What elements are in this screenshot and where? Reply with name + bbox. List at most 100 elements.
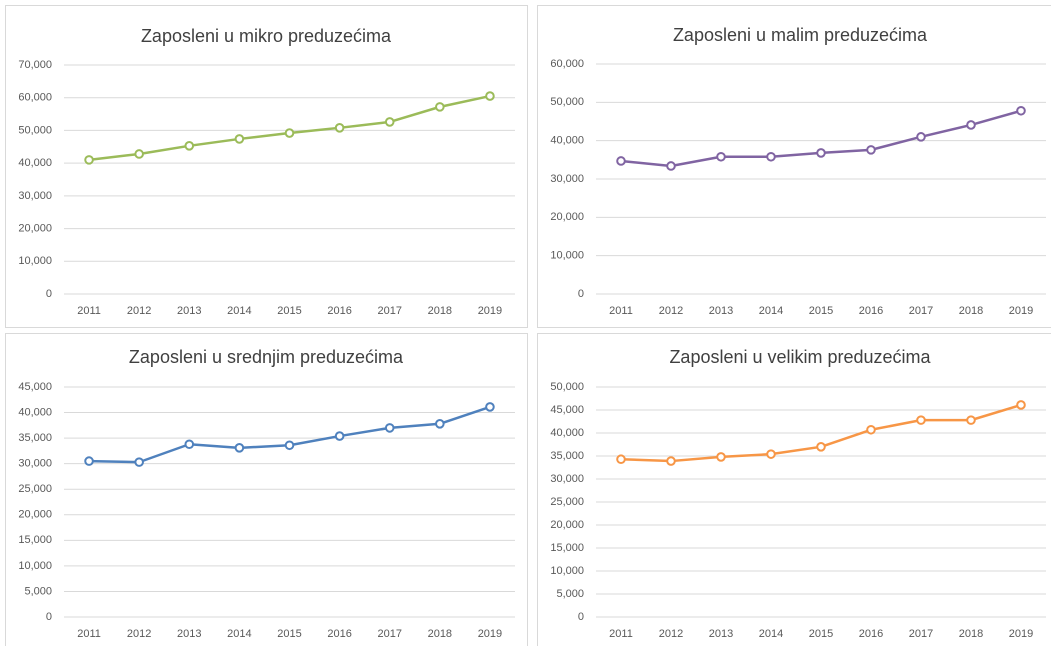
chart-title: Zaposleni u velikim preduzećima — [669, 347, 931, 367]
y-tick-label: 0 — [578, 611, 584, 623]
chart-title: Zaposleni u mikro preduzećima — [141, 26, 392, 46]
x-tick-label: 2019 — [478, 628, 502, 640]
x-tick-label: 2016 — [859, 628, 883, 640]
x-tick-label: 2012 — [127, 628, 151, 640]
x-tick-label: 2013 — [709, 305, 733, 317]
y-tick-label: 30,000 — [18, 190, 52, 202]
data-point — [284, 128, 295, 138]
x-tick-label: 2015 — [809, 305, 833, 317]
x-tick-label: 2018 — [959, 305, 983, 317]
data-point — [966, 120, 976, 130]
data-point — [234, 134, 245, 144]
y-tick-label: 40,000 — [18, 157, 52, 169]
x-tick-label: 2017 — [377, 305, 401, 317]
x-tick-label: 2018 — [428, 628, 452, 640]
x-tick-label: 2013 — [177, 628, 201, 640]
y-tick-label: 25,000 — [550, 496, 584, 508]
y-tick-label: 35,000 — [18, 432, 52, 444]
data-point — [616, 454, 626, 465]
y-tick-label: 10,000 — [18, 560, 52, 572]
data-point — [916, 132, 926, 142]
data-point — [1016, 105, 1026, 116]
y-tick-label: 30,000 — [18, 458, 52, 470]
x-tick-label: 2013 — [709, 628, 733, 640]
data-point — [384, 117, 395, 127]
x-tick-label: 2015 — [809, 628, 833, 640]
data-point — [435, 102, 445, 112]
y-tick-label: 20,000 — [550, 519, 584, 531]
y-tick-label: 50,000 — [18, 124, 52, 136]
x-tick-label: 2011 — [77, 628, 101, 640]
y-tick-label: 40,000 — [550, 427, 584, 439]
x-tick-label: 2013 — [177, 305, 201, 317]
y-tick-label: 10,000 — [550, 250, 584, 262]
x-tick-label: 2017 — [377, 628, 401, 640]
y-tick-label: 0 — [46, 611, 52, 623]
data-point — [866, 424, 876, 435]
chart-frame — [537, 333, 1051, 646]
y-tick-label: 60,000 — [18, 92, 52, 104]
x-tick-label: 2014 — [759, 305, 783, 317]
x-tick-label: 2019 — [1009, 628, 1033, 640]
x-tick-label: 2016 — [327, 305, 351, 317]
data-point — [384, 423, 395, 433]
data-point — [816, 148, 826, 158]
chart-title: Zaposleni u srednjim preduzećima — [129, 347, 404, 367]
data-point — [866, 145, 876, 155]
data-point — [816, 442, 826, 452]
y-tick-label: 5,000 — [24, 585, 52, 597]
data-point — [666, 456, 676, 466]
y-tick-label: 35,000 — [550, 450, 584, 462]
y-tick-label: 10,000 — [550, 565, 584, 577]
y-tick-label: 0 — [46, 288, 52, 300]
y-tick-label: 0 — [578, 288, 584, 300]
data-point — [916, 415, 926, 425]
y-tick-label: 20,000 — [18, 222, 52, 234]
data-point — [716, 151, 726, 162]
x-tick-label: 2014 — [227, 305, 251, 317]
data-point — [435, 419, 445, 429]
data-point — [485, 402, 495, 412]
x-tick-label: 2011 — [609, 628, 633, 640]
x-tick-label: 2012 — [659, 305, 683, 317]
data-point — [134, 457, 144, 467]
data-point — [666, 161, 676, 171]
chart-frame — [5, 5, 528, 328]
x-tick-label: 2015 — [277, 305, 301, 317]
y-tick-label: 30,000 — [550, 473, 584, 485]
data-point — [716, 452, 726, 462]
x-tick-label: 2012 — [127, 305, 151, 317]
y-tick-label: 20,000 — [18, 509, 52, 521]
y-tick-label: 20,000 — [550, 211, 584, 223]
x-tick-label: 2014 — [227, 628, 251, 640]
data-point — [616, 156, 626, 166]
y-tick-label: 40,000 — [18, 406, 52, 418]
data-point — [766, 449, 776, 459]
y-tick-label: 50,000 — [550, 96, 584, 108]
x-tick-label: 2012 — [659, 628, 683, 640]
y-tick-label: 45,000 — [18, 381, 52, 393]
x-tick-label: 2015 — [277, 628, 301, 640]
data-point — [766, 151, 776, 162]
chart-frame — [5, 333, 528, 646]
y-tick-label: 15,000 — [550, 542, 584, 554]
data-point — [234, 443, 245, 453]
y-tick-label: 40,000 — [550, 135, 584, 147]
x-tick-label: 2019 — [478, 305, 502, 317]
chart-frame — [537, 5, 1051, 328]
x-tick-label: 2017 — [909, 628, 933, 640]
y-tick-label: 50,000 — [550, 381, 584, 393]
data-point — [184, 141, 195, 151]
x-tick-label: 2018 — [959, 628, 983, 640]
data-point — [966, 415, 976, 425]
data-point — [485, 91, 495, 101]
data-point — [334, 123, 345, 133]
data-point — [1016, 400, 1026, 410]
x-tick-label: 2014 — [759, 628, 783, 640]
x-tick-label: 2017 — [909, 305, 933, 317]
x-tick-label: 2019 — [1009, 305, 1033, 317]
data-point — [184, 439, 195, 450]
x-tick-label: 2016 — [859, 305, 883, 317]
